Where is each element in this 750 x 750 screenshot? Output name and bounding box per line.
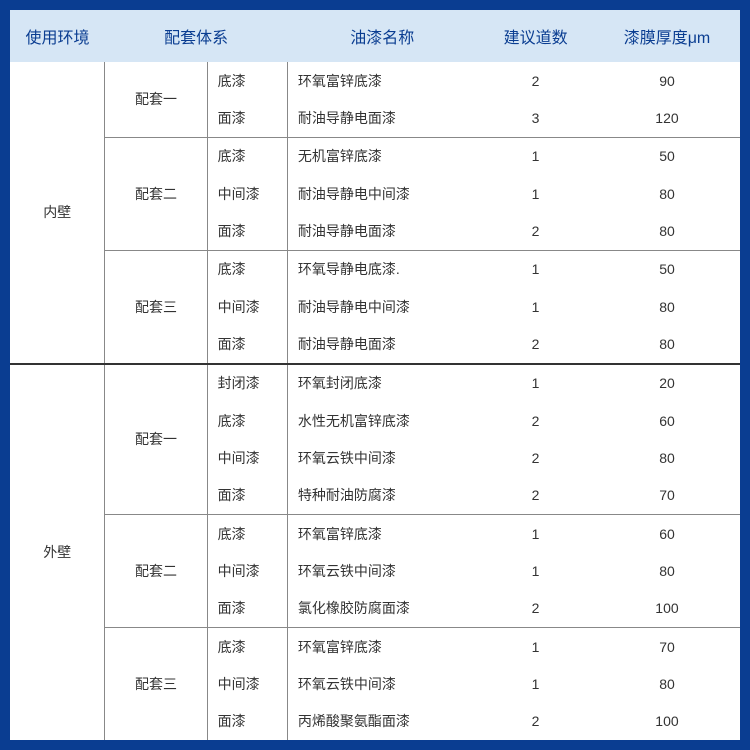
table-body: 内壁配套一底漆环氧富锌底漆290面漆耐油导静电面漆3120配套二底漆无机富锌底漆… xyxy=(10,62,740,740)
coats-cell: 2 xyxy=(477,325,594,363)
coats-cell: 2 xyxy=(477,62,594,99)
header-row: 使用环境 配套体系 油漆名称 建议道数 漆膜厚度μm xyxy=(10,10,740,62)
coats-cell: 3 xyxy=(477,99,594,137)
name-cell: 环氧富锌底漆 xyxy=(287,515,477,553)
thickness-cell: 50 xyxy=(594,250,740,288)
name-cell: 环氧导静电底漆. xyxy=(287,250,477,288)
name-cell: 耐油导静电中间漆 xyxy=(287,288,477,325)
layer-cell: 中间漆 xyxy=(207,552,287,589)
coats-cell: 1 xyxy=(477,288,594,325)
thickness-cell: 50 xyxy=(594,137,740,175)
coats-cell: 2 xyxy=(477,439,594,476)
coats-cell: 1 xyxy=(477,175,594,212)
layer-cell: 面漆 xyxy=(207,325,287,363)
coats-cell: 2 xyxy=(477,703,594,740)
layer-cell: 面漆 xyxy=(207,477,287,515)
sys-cell: 配套三 xyxy=(105,250,207,364)
coating-table-wrapper: 使用环境 配套体系 油漆名称 建议道数 漆膜厚度μm 内壁配套一底漆环氧富锌底漆… xyxy=(10,10,740,740)
name-cell: 耐油导静电面漆 xyxy=(287,325,477,363)
col-thick: 漆膜厚度μm xyxy=(594,10,740,62)
sys-cell: 配套一 xyxy=(105,364,207,515)
thickness-cell: 80 xyxy=(594,665,740,702)
layer-cell: 面漆 xyxy=(207,703,287,740)
env-cell: 内壁 xyxy=(10,62,105,364)
name-cell: 环氧云铁中间漆 xyxy=(287,665,477,702)
name-cell: 丙烯酸聚氨酯面漆 xyxy=(287,703,477,740)
name-cell: 耐油导静电面漆 xyxy=(287,212,477,250)
thickness-cell: 80 xyxy=(594,288,740,325)
env-cell: 外壁 xyxy=(10,364,105,740)
thickness-cell: 80 xyxy=(594,552,740,589)
layer-cell: 底漆 xyxy=(207,627,287,665)
layer-cell: 底漆 xyxy=(207,62,287,99)
coats-cell: 2 xyxy=(477,477,594,515)
thickness-cell: 100 xyxy=(594,703,740,740)
layer-cell: 中间漆 xyxy=(207,175,287,212)
col-sys: 配套体系 xyxy=(105,10,287,62)
table-row: 内壁配套一底漆环氧富锌底漆290 xyxy=(10,62,740,99)
layer-cell: 底漆 xyxy=(207,515,287,553)
layer-cell: 面漆 xyxy=(207,212,287,250)
layer-cell: 面漆 xyxy=(207,99,287,137)
sys-cell: 配套一 xyxy=(105,62,207,137)
coats-cell: 1 xyxy=(477,552,594,589)
layer-cell: 底漆 xyxy=(207,137,287,175)
coats-cell: 1 xyxy=(477,364,594,402)
table-row: 配套三底漆环氧导静电底漆.150 xyxy=(10,250,740,288)
layer-cell: 中间漆 xyxy=(207,665,287,702)
thickness-cell: 80 xyxy=(594,175,740,212)
coats-cell: 2 xyxy=(477,212,594,250)
layer-cell: 封闭漆 xyxy=(207,364,287,402)
name-cell: 水性无机富锌底漆 xyxy=(287,402,477,439)
thickness-cell: 80 xyxy=(594,325,740,363)
sys-cell: 配套二 xyxy=(105,515,207,628)
name-cell: 环氧云铁中间漆 xyxy=(287,552,477,589)
thickness-cell: 120 xyxy=(594,99,740,137)
table-header: 使用环境 配套体系 油漆名称 建议道数 漆膜厚度μm xyxy=(10,10,740,62)
coats-cell: 1 xyxy=(477,515,594,553)
table-row: 外壁配套一封闭漆环氧封闭底漆120 xyxy=(10,364,740,402)
thickness-cell: 60 xyxy=(594,402,740,439)
name-cell: 环氧富锌底漆 xyxy=(287,62,477,99)
thickness-cell: 80 xyxy=(594,212,740,250)
coating-table: 使用环境 配套体系 油漆名称 建议道数 漆膜厚度μm 内壁配套一底漆环氧富锌底漆… xyxy=(10,10,740,740)
thickness-cell: 60 xyxy=(594,515,740,553)
sys-cell: 配套二 xyxy=(105,137,207,250)
coats-cell: 2 xyxy=(477,402,594,439)
thickness-cell: 90 xyxy=(594,62,740,99)
name-cell: 氯化橡胶防腐面漆 xyxy=(287,590,477,628)
layer-cell: 中间漆 xyxy=(207,439,287,476)
name-cell: 特种耐油防腐漆 xyxy=(287,477,477,515)
name-cell: 无机富锌底漆 xyxy=(287,137,477,175)
layer-cell: 中间漆 xyxy=(207,288,287,325)
thickness-cell: 80 xyxy=(594,439,740,476)
thickness-cell: 100 xyxy=(594,590,740,628)
name-cell: 环氧富锌底漆 xyxy=(287,627,477,665)
col-name: 油漆名称 xyxy=(287,10,477,62)
col-coats: 建议道数 xyxy=(477,10,594,62)
layer-cell: 底漆 xyxy=(207,250,287,288)
coats-cell: 2 xyxy=(477,590,594,628)
table-row: 配套三底漆环氧富锌底漆170 xyxy=(10,627,740,665)
thickness-cell: 20 xyxy=(594,364,740,402)
coats-cell: 1 xyxy=(477,627,594,665)
table-row: 配套二底漆环氧富锌底漆160 xyxy=(10,515,740,553)
coats-cell: 1 xyxy=(477,250,594,288)
col-env: 使用环境 xyxy=(10,10,105,62)
name-cell: 耐油导静电中间漆 xyxy=(287,175,477,212)
name-cell: 耐油导静电面漆 xyxy=(287,99,477,137)
name-cell: 环氧云铁中间漆 xyxy=(287,439,477,476)
thickness-cell: 70 xyxy=(594,627,740,665)
sys-cell: 配套三 xyxy=(105,627,207,740)
thickness-cell: 70 xyxy=(594,477,740,515)
name-cell: 环氧封闭底漆 xyxy=(287,364,477,402)
coats-cell: 1 xyxy=(477,665,594,702)
layer-cell: 面漆 xyxy=(207,590,287,628)
table-row: 配套二底漆无机富锌底漆150 xyxy=(10,137,740,175)
layer-cell: 底漆 xyxy=(207,402,287,439)
coats-cell: 1 xyxy=(477,137,594,175)
